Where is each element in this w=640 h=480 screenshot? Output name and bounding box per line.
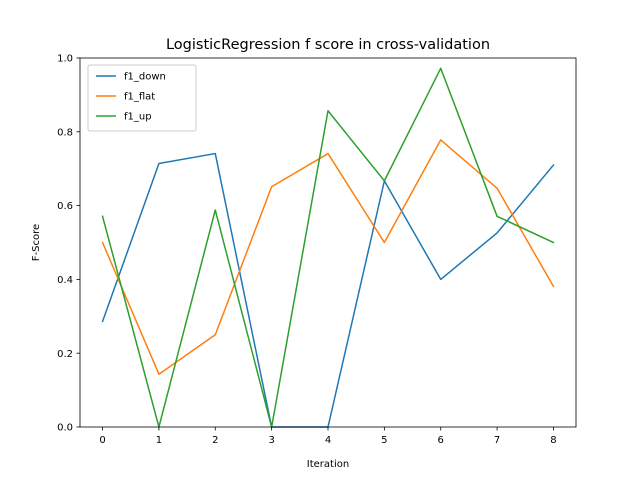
chart-title: LogisticRegression f score in cross-vali… xyxy=(166,37,490,53)
x-tick-label: 2 xyxy=(212,435,218,446)
y-tick-label: 0.4 xyxy=(57,275,73,286)
x-tick-label: 8 xyxy=(550,435,556,446)
x-tick-label: 6 xyxy=(438,435,444,446)
x-tick-label: 7 xyxy=(494,435,500,446)
x-tick-label: 5 xyxy=(381,435,387,446)
legend-label-f1_up: f1_up xyxy=(124,112,152,123)
y-axis-label: F-Score xyxy=(31,224,42,261)
y-tick-label: 0.6 xyxy=(57,201,73,212)
x-tick-label: 0 xyxy=(99,435,105,446)
y-axis-ticks: 0.0 0.2 0.4 0.6 0.8 1.0 xyxy=(57,54,80,434)
legend: f1_down f1_flat f1_up xyxy=(87,64,197,132)
y-tick-label: 0.2 xyxy=(57,349,73,360)
x-axis-label: Iteration xyxy=(307,459,349,470)
x-tick-label: 4 xyxy=(325,435,331,446)
series-line-f1_up xyxy=(101,67,555,428)
legend-label-f1_flat: f1_flat xyxy=(124,92,155,103)
y-tick-label: 1.0 xyxy=(57,54,73,65)
x-tick-label: 1 xyxy=(156,435,162,446)
x-axis-ticks: 0 1 2 3 4 5 6 7 8 xyxy=(99,427,557,446)
legend-label-f1_down: f1_down xyxy=(124,72,166,83)
legend-items: f1_down f1_flat f1_up xyxy=(96,72,166,123)
y-tick-label: 0.8 xyxy=(57,127,73,138)
legend-box xyxy=(87,64,197,132)
x-tick-label: 3 xyxy=(268,435,274,446)
series-line-f1_flat xyxy=(101,139,555,375)
y-tick-label: 0.0 xyxy=(57,423,73,434)
